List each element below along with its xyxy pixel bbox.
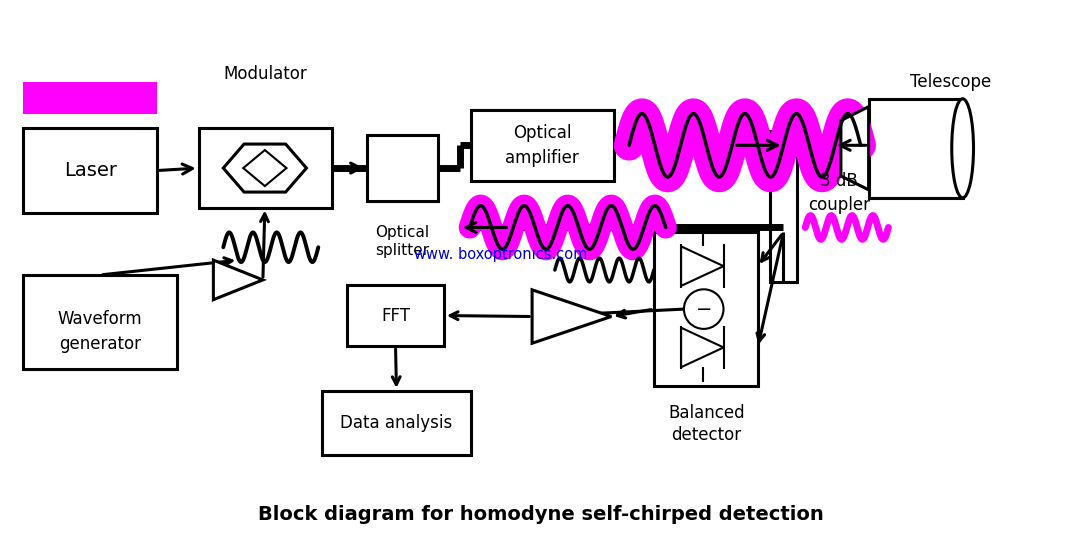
- Bar: [24, 275, 176, 369]
- Polygon shape: [213, 260, 263, 300]
- Text: Optical: Optical: [513, 125, 571, 143]
- Polygon shape: [841, 107, 869, 190]
- Text: amplifier: amplifier: [505, 149, 579, 167]
- Polygon shape: [681, 328, 724, 367]
- Bar: [24, 82, 157, 114]
- Text: Laser: Laser: [64, 161, 117, 180]
- Text: Modulator: Modulator: [223, 65, 306, 83]
- Bar: [471, 109, 615, 181]
- Bar: [198, 128, 332, 208]
- Bar: [869, 99, 963, 198]
- Text: Data analysis: Data analysis: [341, 414, 452, 432]
- Text: Telescope: Telescope: [910, 73, 991, 91]
- Text: Waveform: Waveform: [57, 311, 143, 328]
- Bar: [769, 132, 797, 282]
- Polygon shape: [681, 247, 724, 286]
- Text: FFT: FFT: [381, 307, 410, 325]
- Text: Optical
splitter: Optical splitter: [375, 225, 430, 258]
- Text: 3 dB: 3 dB: [820, 172, 858, 190]
- Text: Balanced: Balanced: [668, 404, 744, 422]
- Text: coupler: coupler: [808, 196, 870, 214]
- Circle shape: [684, 289, 724, 329]
- Bar: [654, 233, 757, 386]
- Bar: [322, 391, 471, 455]
- Ellipse shape: [952, 99, 974, 198]
- Polygon shape: [532, 290, 611, 343]
- Text: www. boxoptronics.com: www. boxoptronics.com: [413, 247, 588, 262]
- Polygon shape: [243, 150, 287, 186]
- Text: generator: generator: [60, 335, 141, 353]
- Text: detector: detector: [671, 427, 741, 444]
- Bar: [347, 285, 444, 346]
- Text: −: −: [696, 300, 712, 319]
- Bar: [367, 136, 438, 201]
- Text: Block diagram for homodyne self-chirped detection: Block diagram for homodyne self-chirped …: [259, 505, 823, 524]
- Polygon shape: [223, 144, 306, 192]
- Bar: [24, 128, 157, 212]
